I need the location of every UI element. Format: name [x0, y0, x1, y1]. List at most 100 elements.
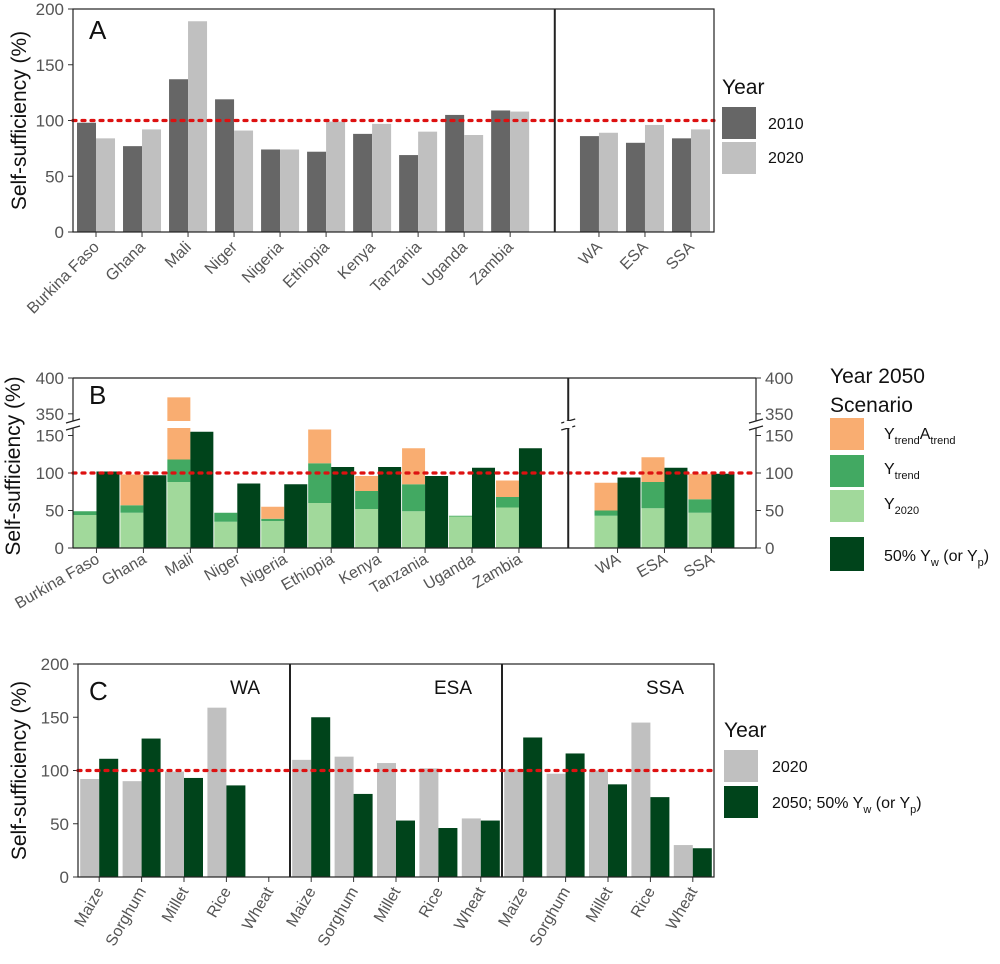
legend-b-label-ytrend: Ytrend: [884, 461, 920, 482]
panel-c-facet-label-wa: WA: [230, 678, 260, 699]
panel-b-bar-y2020-burkina-faso: [73, 515, 97, 548]
panel-c-bar-2020-wa-maize: [80, 779, 100, 877]
panel-a-bar-2010-burkina-faso: [77, 122, 97, 232]
panel-b-xlabel-zambia: Zambia: [470, 551, 525, 592]
panel-a-bar-2010-wa: [579, 136, 599, 232]
panel-c-bar-2050-ssa-millet: [608, 784, 627, 877]
panel-a-bar-2010-mali: [169, 79, 189, 233]
panel-b-bar-y2020-tanzania: [402, 511, 426, 548]
panel-b-ytick-label: 100: [36, 464, 64, 483]
panel-b-bar-ytrend-zambia: [495, 497, 519, 508]
panel-b-bar-ytrend-nigeria: [261, 518, 285, 521]
panel-a-xlabel-burkina-faso: Burkina Faso: [24, 239, 103, 318]
panel-b-bar-ytrend-atrend-wa: [594, 482, 618, 511]
panel-a-xlabel-mali: Mali: [162, 239, 195, 272]
panel-a-bar-2010-ethiopia: [307, 151, 327, 232]
panel-b-bar-ytrend-atrend-kenya: [355, 476, 379, 491]
panel-a-ytick-label: 100: [36, 112, 64, 131]
panel-c-xlabel-wa-rice: Rice: [204, 884, 235, 920]
legend-b: Year 2050 Scenario YtrendAtrend Ytrend Y…: [830, 365, 989, 571]
panel-b-xlabel-esa: ESA: [634, 551, 671, 582]
legend-c-swatch-2050: [724, 786, 758, 818]
panel-b-axis-break-mark: [65, 418, 81, 424]
panel-c-bar-2020-ssa-sorghum: [546, 773, 566, 877]
panel-c-bar-2020-esa-wheat: [461, 818, 481, 877]
panel-c-facet-label-ssa: SSA: [646, 678, 684, 699]
panel-b-bar-ytrend-uganda: [449, 515, 473, 517]
panel-a-bar-2020-mali: [188, 21, 208, 232]
panel-b-bar-ytrend-atrend-esa: [641, 457, 665, 482]
panel-b-ytick-label-upper-right: 350: [765, 405, 793, 424]
panel-b-xlabel-uganda: Uganda: [421, 551, 478, 594]
panel-c-bar-2050-esa-maize: [311, 717, 331, 877]
panel-c-ytick-label: 200: [41, 655, 69, 674]
panel-a-bar-2020-wa: [598, 132, 618, 232]
panel-c-xlabel-esa-millet: Millet: [371, 884, 405, 925]
panel-b-bar-yw50-nigeria: [284, 484, 308, 548]
panel-a-bar-2010-niger: [215, 99, 235, 232]
panel-b-xlabel-ghana: Ghana: [99, 551, 149, 590]
panel-b-bar-yw50-ghana: [143, 475, 167, 548]
panel-c-xlabel-esa-sorghum: Sorghum: [315, 885, 362, 950]
panel-c-bar-2050-wa-maize: [99, 758, 119, 877]
legend-b-swatch-ytrend: [830, 455, 864, 487]
panel-a-ytick-label: 150: [36, 56, 64, 75]
panel-b-bar-yw50-wa: [617, 477, 641, 548]
panel-b-ytick-label-right: 100: [765, 464, 793, 483]
panel-c-ytick-label: 150: [41, 708, 69, 727]
panel-c-bar-2050-ssa-wheat: [692, 848, 712, 877]
legend-c-title: Year: [724, 719, 766, 742]
panel-b-ytick-label: 0: [55, 539, 64, 558]
legend-b-label-y2020: Y2020: [884, 496, 919, 517]
panel-b-bar-ytrend-atrend-ghana: [120, 474, 144, 506]
panel-a-xlabel-esa: ESA: [617, 239, 652, 274]
panel-b-bar-ytrend-atrend-nigeria: [261, 506, 285, 519]
panel-b-separator-break-gap: [564, 421, 573, 428]
panel-c-xlabel-esa-wheat: Wheat: [451, 884, 489, 933]
panel-c-ylabel: Self-sufficiency (%): [8, 681, 31, 860]
panel-b-xlabel-niger: Niger: [202, 550, 244, 584]
panel-b-bar-y2020-esa: [641, 508, 665, 548]
panel-a-bar-2010-zambia: [491, 110, 511, 232]
panel-b-bar-ytrend-atrend-ssa: [688, 473, 712, 500]
panel-c-bar-2020-wa-millet: [165, 771, 184, 877]
panel-b-bar-yw50-zambia: [518, 448, 542, 548]
panel-a-xlabel-uganda: Uganda: [419, 239, 471, 291]
panel-a-bar-2020-tanzania: [418, 131, 438, 232]
panel-a-ytick-label: 200: [36, 0, 64, 19]
panel-a-ylabel: Self-sufficiency (%): [8, 31, 31, 210]
panel-b-bar-ytrend-ssa: [688, 499, 712, 513]
panel-b-bar-ytrend-burkina-faso: [73, 511, 97, 515]
panel-b-bar-yw50-ssa: [711, 473, 735, 548]
panel-a-xlabel-wa: WA: [576, 239, 606, 269]
panel-c-bar-2050-ssa-rice: [650, 797, 670, 877]
panel-b-bar-ytrend-ethiopia: [308, 463, 332, 503]
panel-c-ytick-label: 50: [50, 815, 69, 834]
panel-a-bar-2020-burkina-faso: [96, 138, 116, 232]
panel-c-letter: C: [89, 676, 108, 706]
panel-c-xlabel-esa-maize: Maize: [284, 884, 320, 930]
panel-b-ytick-label-upper: 400: [36, 369, 64, 388]
panel-c-bar-2020-ssa-millet: [589, 770, 608, 877]
panel-b-ytick-label: 150: [36, 427, 64, 446]
panel-c-bar-2020-wa-rice: [207, 707, 227, 877]
legend-b-label-yw50: 50% Yw (or Yp): [884, 548, 989, 569]
legend-b-title-line2: Scenario: [830, 394, 913, 417]
legend-b-swatch-yw50: [830, 537, 864, 571]
panel-b-bar-y2020-nigeria: [261, 521, 285, 548]
panel-c-bar-2020-esa-millet: [377, 763, 396, 877]
panel-c-bar-2050-esa-millet: [396, 820, 415, 877]
panel-a-xlabel-ethiopia: Ethiopia: [280, 239, 333, 292]
legend-c-swatch-2020: [724, 750, 758, 782]
panel-a-bar-2010-esa: [625, 142, 645, 232]
panel-b-bar-ytrend-esa: [641, 482, 665, 509]
panel-b-ytick-label-upper: 350: [36, 405, 64, 424]
legend-a-swatch-2020: [722, 142, 756, 174]
panel-a-xlabel-zambia: Zambia: [467, 239, 517, 289]
panel-b-bar-ytrend-wa: [594, 510, 618, 516]
legend-c: Year 2020 2050; 50% Yw (or Yp): [724, 719, 922, 818]
panel-c-xlabel-wa-wheat: Wheat: [239, 884, 277, 933]
legend-b-swatch-ytrend-atrend: [830, 418, 864, 450]
